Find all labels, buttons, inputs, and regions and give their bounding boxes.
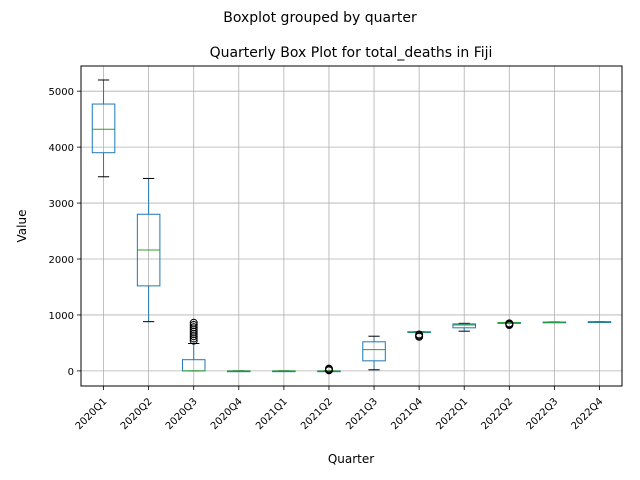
x-tick-label: 2021Q4: [389, 396, 425, 432]
x-tick-label: 2021Q1: [254, 396, 290, 432]
box-group: [497, 319, 522, 330]
box-group: [227, 370, 251, 373]
x-axis-label: Quarter: [328, 452, 374, 466]
x-tick-label: 2020Q3: [164, 396, 200, 432]
x-tick-label: 2021Q3: [344, 396, 380, 432]
box-iqr: [452, 323, 476, 329]
x-tick-label: 2022Q1: [434, 396, 470, 432]
chart-title: Quarterly Box Plot for total_deaths in F…: [210, 45, 493, 61]
outlier-point: [189, 321, 198, 330]
box-group: [272, 370, 296, 373]
x-tick-label: 2022Q3: [525, 396, 561, 432]
outlier-point: [189, 323, 198, 332]
outlier-point: [189, 318, 198, 327]
x-tick-label: 2022Q4: [570, 396, 606, 432]
y-tick-label: 2000: [49, 255, 74, 266]
outlier-point: [324, 364, 333, 373]
y-tick-label: 5000: [49, 87, 74, 98]
x-tick-label: 2020Q1: [74, 396, 110, 432]
x-tick-label: 2020Q4: [209, 396, 245, 432]
box-iqr: [362, 341, 386, 362]
x-tick-label: 2020Q2: [119, 396, 155, 432]
box-group: [362, 335, 386, 371]
box-group: [587, 321, 612, 324]
x-axis: 2020Q1 2020Q2 2020Q3 2020Q4 2021Q1 2021Q2 2021…: [74, 386, 606, 432]
x-tick-label: 2022Q2: [479, 396, 515, 432]
outlier-point: [415, 330, 424, 339]
x-tick-label: 2021Q2: [299, 396, 335, 432]
box-group: [136, 177, 161, 323]
box-group: [407, 330, 431, 341]
box-iqr: [91, 103, 116, 154]
y-tick-label: 1000: [49, 311, 74, 322]
grid-lines: [81, 66, 622, 386]
box-series: [91, 79, 612, 375]
box-group: [542, 321, 567, 324]
chart-suptitle: Boxplot grouped by quarter: [223, 10, 417, 26]
y-tick-label: 4000: [49, 143, 74, 154]
y-axis: 0 1000 2000 3000 4000 5000: [49, 87, 81, 378]
y-axis-label: Value: [15, 210, 29, 243]
plot-area-frame: [80, 65, 623, 387]
box-group: [452, 322, 476, 332]
box-group: [181, 318, 206, 372]
y-tick-label: 3000: [49, 199, 74, 210]
outlier-point: [505, 319, 514, 328]
box-group: [91, 79, 116, 178]
y-tick-label: 0: [68, 367, 74, 378]
box-group: [317, 364, 341, 375]
